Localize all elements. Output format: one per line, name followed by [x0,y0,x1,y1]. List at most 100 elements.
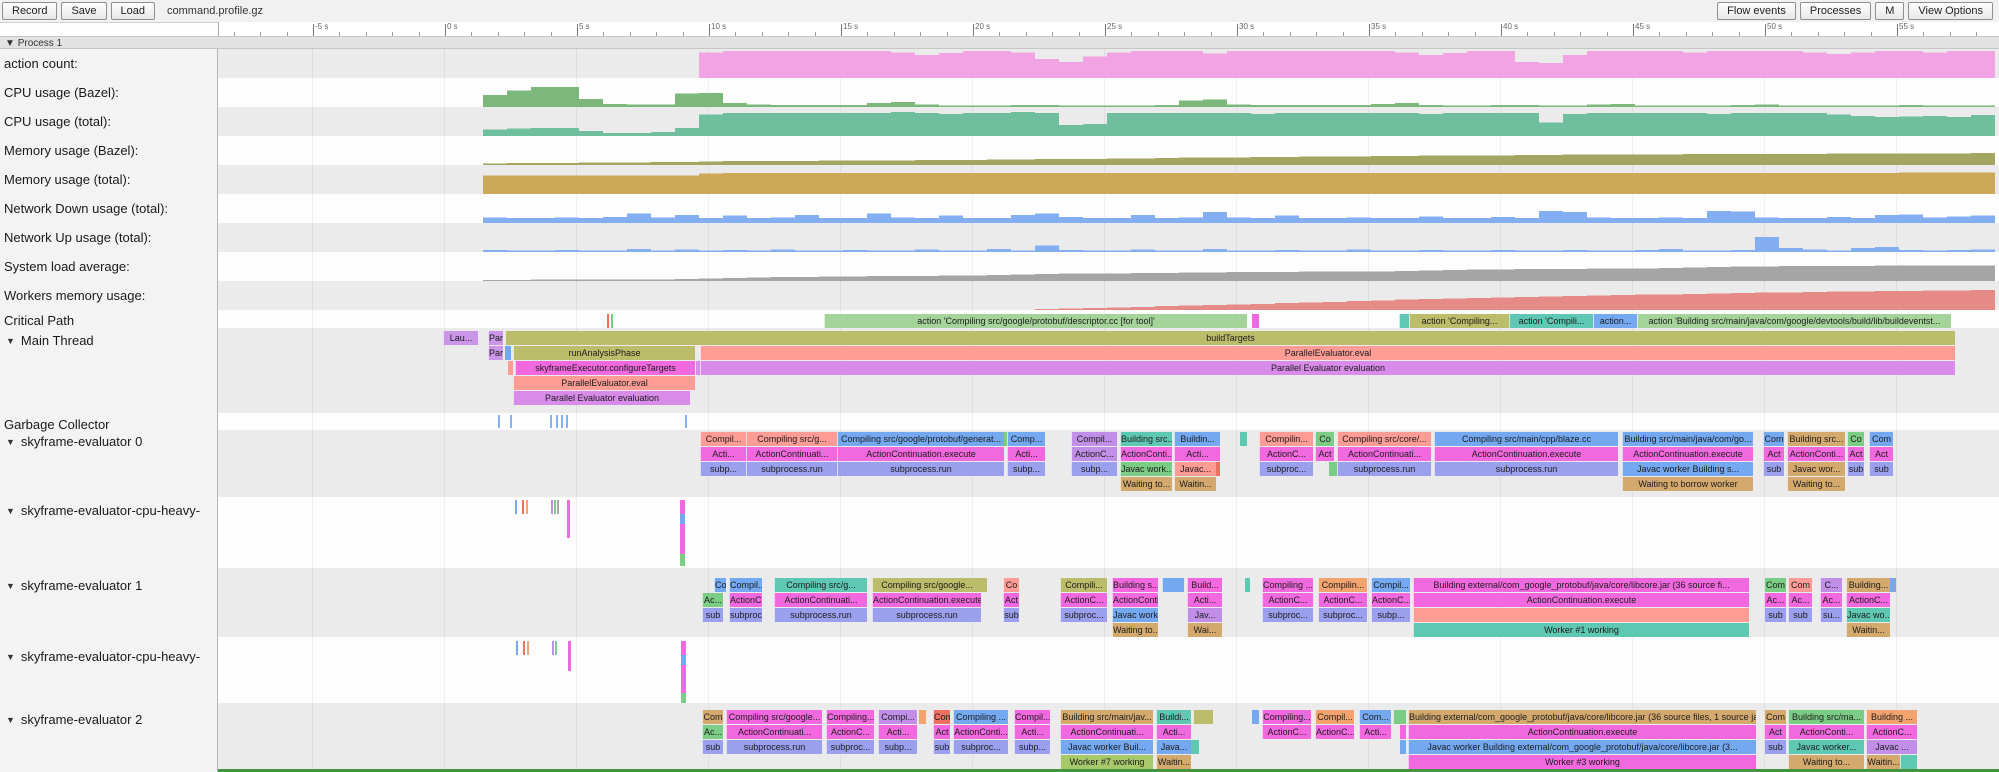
track-segment[interactable]: Worker #1 working [1413,623,1749,637]
track-tick[interactable] [685,415,687,428]
usage-chart-cpu-usage-bazel[interactable] [0,78,1999,108]
track-tick[interactable] [561,415,563,428]
track-segment[interactable]: ActionContinuation.execute [872,593,981,607]
track-segment[interactable]: Javac wo... [1846,608,1890,622]
track-tick[interactable] [681,693,686,703]
track-segment[interactable]: Compil... [1071,432,1117,446]
track-segment[interactable]: Com [933,710,950,724]
track-tick[interactable] [567,500,570,538]
usage-chart-network-up-usage[interactable] [0,223,1999,253]
flow-events-button[interactable]: Flow events [1717,2,1796,20]
track-segment[interactable]: Compiling... [826,710,874,724]
usage-chart-memory-usage-total[interactable] [0,165,1999,194]
track-segment[interactable]: sub [1763,462,1784,476]
track-tick[interactable] [1890,578,1896,592]
process-header[interactable]: ▼ Process 1 [0,36,1999,49]
track-segment[interactable]: Compiling src/google/protobuf/generat... [837,432,1004,446]
row-label-skyframe-evaluator-1[interactable]: ▼ skyframe-evaluator 1 [6,578,142,593]
track-segment[interactable]: Com... [1359,710,1391,724]
track-segment[interactable]: subprocess.run [1337,462,1431,476]
track-segment[interactable]: Building external/com_google_protobuf/ja… [1408,710,1756,724]
track-segment[interactable]: Javac wor... [1787,462,1845,476]
track-segment[interactable]: ActionC... [1866,725,1917,739]
track-segment[interactable]: subp... [878,740,917,754]
track-segment[interactable]: Acti... [700,447,746,461]
track-segment[interactable]: Acti... [1014,725,1050,739]
usage-chart-action-count[interactable] [0,49,1999,78]
view-options-button[interactable]: View Options [1908,2,1993,20]
track-segment[interactable]: subprocess.run [837,462,1004,476]
track-segment[interactable]: ActionContinuation.execute [1434,447,1618,461]
track-segment[interactable]: Parallel Evaluator evaluation [700,361,1955,375]
track-tick[interactable] [1240,432,1247,446]
track-segment[interactable]: Compiling... [1262,710,1311,724]
track-segment[interactable]: Building src/main/jav... [1060,710,1153,724]
track-tick[interactable] [522,500,524,514]
track-segment[interactable]: Com [1763,432,1784,446]
track-segment[interactable]: Act [1764,725,1786,739]
track-segment[interactable]: Acti... [1007,447,1045,461]
track-segment[interactable]: subproc... [1318,608,1367,622]
track-tick[interactable] [981,578,987,592]
track-segment[interactable]: ParallelEvaluator.eval [700,346,1955,360]
track-tick[interactable] [681,655,686,665]
track-tick[interactable] [1191,740,1199,754]
track-segment[interactable]: Compilin... [1259,432,1313,446]
usage-chart-network-down-usage[interactable] [0,194,1999,224]
track-segment[interactable]: subproc... [826,740,874,754]
track-tick[interactable] [552,641,554,655]
track-segment[interactable]: Buildin... [1174,432,1220,446]
track-segment[interactable]: Compil... [729,578,762,592]
track-segment[interactable]: Ac... [1820,593,1842,607]
track-tick[interactable] [523,641,525,655]
track-segment[interactable]: Waiting to... [1787,477,1845,491]
usage-chart-memory-usage-bazel[interactable] [0,136,1999,166]
track-tick[interactable] [1216,462,1220,476]
track-segment[interactable]: subp... [1007,462,1045,476]
track-segment[interactable]: Com [702,710,723,724]
track-segment[interactable]: ParallelEvaluator.eval [513,376,695,390]
track-segment[interactable]: Acti... [1156,725,1191,739]
track-segment[interactable]: Compil... [700,432,746,446]
row-label-skyframe-evaluator-0[interactable]: ▼ skyframe-evaluator 0 [6,434,142,449]
track-tick[interactable] [611,314,613,328]
track-tick[interactable] [510,415,512,428]
track-segment[interactable]: Lau... [443,331,478,345]
track-tick[interactable] [1413,608,1749,622]
track-segment[interactable]: Javac worker... [1788,740,1864,754]
track-segment[interactable]: Building src/main/java/com/go... [1622,432,1753,446]
usage-chart-workers-memory-usage[interactable] [0,281,1999,310]
metadata-button[interactable]: M [1875,2,1905,20]
track-segment[interactable]: Waiting to... [1112,623,1158,637]
track-tick[interactable] [1004,432,1007,446]
track-segment[interactable]: Compil... [1014,710,1050,724]
track-tick[interactable] [508,361,513,375]
track-segment[interactable]: Com [1869,432,1893,446]
track-tick[interactable] [554,500,556,514]
track-segment[interactable]: ActionConti... [953,725,1008,739]
track-segment[interactable]: sub [1869,462,1893,476]
track-segment[interactable]: subproc... [1259,462,1313,476]
track-segment[interactable]: Compil... [1315,710,1354,724]
track-tick[interactable] [516,641,518,655]
track-segment[interactable]: Ac... [702,725,723,739]
track-segment[interactable]: ActionC... [1262,725,1311,739]
track-segment[interactable]: Acti... [878,725,917,739]
track-segment[interactable]: Building... [1846,578,1890,592]
track-segment[interactable]: Parallel Evaluator evaluation [513,391,690,405]
track-tick[interactable] [1900,755,1917,769]
track-tick[interactable] [680,524,685,554]
track-segment[interactable]: ActionContinuati... [774,593,867,607]
track-segment[interactable]: action 'Compiling src/google/protobuf/de… [824,314,1247,328]
track-segment[interactable]: Ac... [1788,593,1812,607]
track-segment[interactable]: sub [702,608,723,622]
track-segment[interactable]: C... [1820,578,1842,592]
record-button[interactable]: Record [2,2,58,20]
track-segment[interactable]: Javac worker Building external/com_googl… [1408,740,1756,754]
track-segment[interactable]: Worker #3 working [1408,755,1756,769]
collapse-arrow-icon[interactable]: ▼ [6,652,15,662]
row-label-skyframe-evaluator-2[interactable]: ▼ skyframe-evaluator 2 [6,712,142,727]
track-segment[interactable]: subproc... [1060,608,1107,622]
track-segment[interactable]: sub [1003,608,1019,622]
track-segment[interactable]: Compiling ... [953,710,1008,724]
